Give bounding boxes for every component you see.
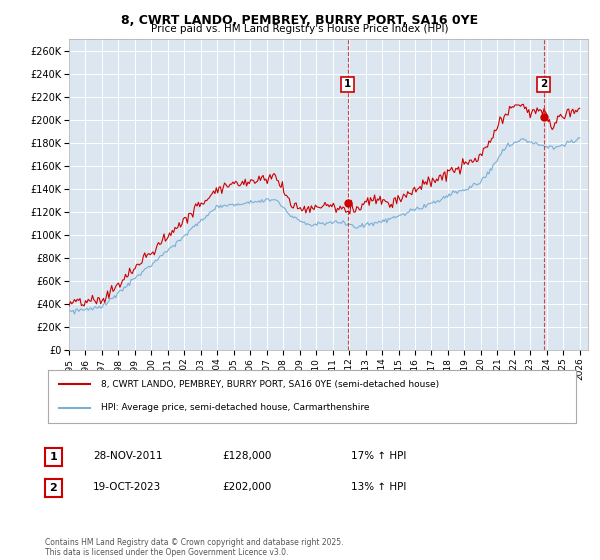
Text: HPI: Average price, semi-detached house, Carmarthenshire: HPI: Average price, semi-detached house,… bbox=[101, 403, 370, 412]
Text: Contains HM Land Registry data © Crown copyright and database right 2025.
This d: Contains HM Land Registry data © Crown c… bbox=[45, 538, 343, 557]
Text: 19-OCT-2023: 19-OCT-2023 bbox=[93, 482, 161, 492]
Text: 1: 1 bbox=[344, 80, 351, 89]
Text: 8, CWRT LANDO, PEMBREY, BURRY PORT, SA16 0YE (semi-detached house): 8, CWRT LANDO, PEMBREY, BURRY PORT, SA16… bbox=[101, 380, 439, 389]
Text: 17% ↑ HPI: 17% ↑ HPI bbox=[351, 451, 406, 461]
Text: 13% ↑ HPI: 13% ↑ HPI bbox=[351, 482, 406, 492]
Text: 28-NOV-2011: 28-NOV-2011 bbox=[93, 451, 163, 461]
Text: Price paid vs. HM Land Registry's House Price Index (HPI): Price paid vs. HM Land Registry's House … bbox=[151, 24, 449, 34]
Text: £128,000: £128,000 bbox=[222, 451, 271, 461]
Text: 1: 1 bbox=[50, 452, 57, 462]
Text: 2: 2 bbox=[50, 483, 57, 493]
Text: £202,000: £202,000 bbox=[222, 482, 271, 492]
Text: 2: 2 bbox=[540, 80, 547, 89]
Text: 8, CWRT LANDO, PEMBREY, BURRY PORT, SA16 0YE: 8, CWRT LANDO, PEMBREY, BURRY PORT, SA16… bbox=[121, 14, 479, 27]
